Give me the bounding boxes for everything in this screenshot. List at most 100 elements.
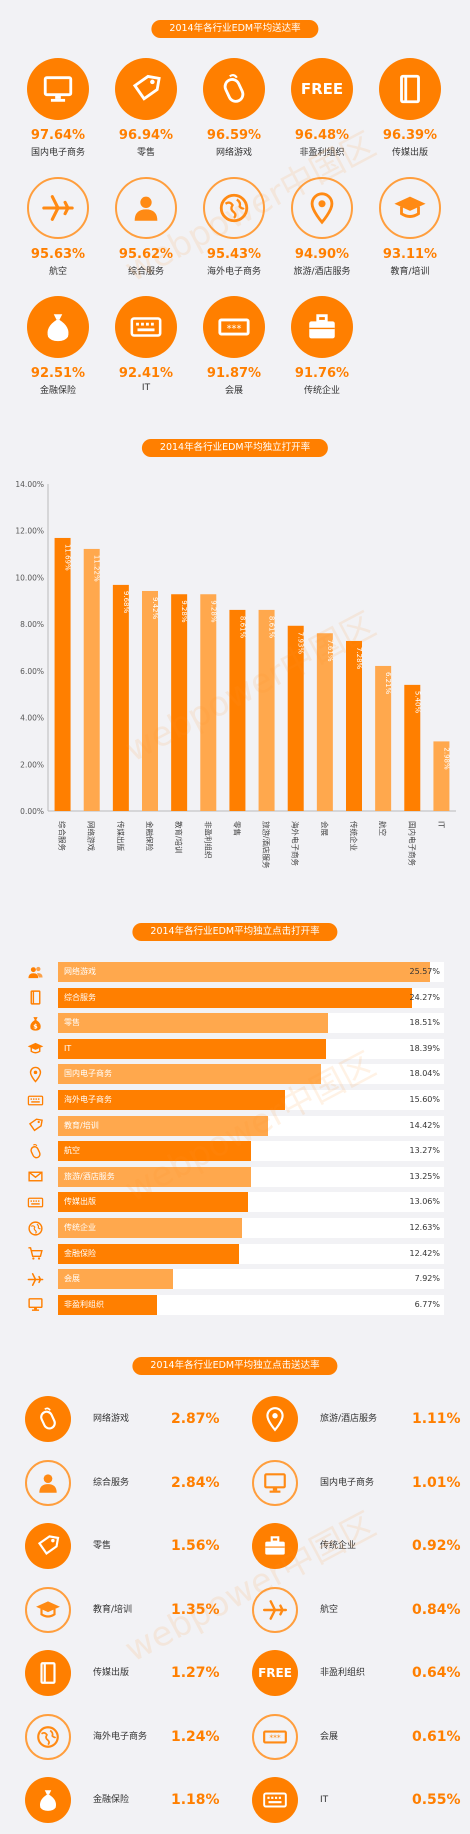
click-delivery-rate-value: 0.64% (412, 1665, 461, 1681)
bar-value-label: 7.92% (414, 1274, 440, 1284)
svg-text:$: $ (45, 1800, 52, 1811)
svg-text:$: $ (54, 326, 63, 341)
open-rate-bar (83, 548, 100, 811)
airplane-icon (252, 1586, 298, 1633)
delivery-rate-label: 非盈利组织 (299, 148, 345, 158)
bar-value-label: 12.42% (409, 1248, 440, 1258)
delivery-rate-label: 网络游戏 (215, 148, 252, 158)
x-tick-label: 综合服务 (58, 821, 68, 851)
bar-value-label: 9.28% (209, 600, 217, 623)
person-icon (25, 1459, 71, 1506)
click-delivery-rate-label: 零售 (93, 1541, 112, 1551)
click-open-rate-bar (58, 962, 430, 982)
bar-value-label: 14.42% (409, 1120, 440, 1130)
click-delivery-rate-value: 0.55% (412, 1792, 461, 1808)
free-icon: FREE (252, 1650, 298, 1696)
click-delivery-rate-item: 海外电子商务 1.24% (25, 1713, 235, 1762)
x-tick-label: 会展 (320, 821, 330, 836)
y-tick-label: 2.00% (20, 760, 44, 769)
delivery-rate-label: 金融保险 (39, 386, 76, 396)
money-bag-icon: $ (27, 296, 89, 358)
open-rate-bar (433, 741, 450, 811)
cart-icon (26, 1245, 44, 1263)
bar-category-label: 综合服务 (64, 992, 96, 1002)
click-open-rate-bar (58, 1064, 321, 1085)
bar-category-label: 航空 (64, 1146, 80, 1156)
tag-icon (26, 1117, 44, 1135)
click-open-rate-row: 会展 7.92% (26, 1269, 446, 1290)
delivery-rate-value: 95.62% (118, 247, 174, 262)
click-delivery-rate-value: 1.01% (412, 1474, 461, 1491)
open-rate-bar (404, 684, 421, 811)
click-delivery-rate-label: 综合服务 (93, 1477, 130, 1488)
bar-value-label: 13.27% (409, 1146, 440, 1156)
click-delivery-rate-label: IT (320, 1795, 329, 1805)
bar-value-label: 11.22% (93, 555, 101, 582)
monitor-icon (27, 58, 89, 120)
delivery-rate-value: 96.59% (206, 128, 262, 143)
click-delivery-rate-item: 传媒出版 1.27% (25, 1650, 235, 1698)
bar-category-label: 国内电子商务 (64, 1069, 112, 1079)
delivery-rate-label: 综合服务 (127, 267, 164, 277)
section2-title: 2014年各行业EDM平均独立打开率 (141, 439, 329, 457)
bar-value-label: 11.69% (64, 544, 72, 571)
bar-value-label: 7.28% (355, 647, 363, 670)
delivery-rate-value: 97.64% (30, 128, 86, 143)
bar-value-label: 12.63% (409, 1223, 440, 1232)
delivery-rate-label: 旅游/酒店服务 (293, 267, 351, 277)
click-delivery-rate-item: 综合服务 2.84% (25, 1459, 235, 1508)
delivery-rate-label: 教育/培训 (390, 267, 430, 277)
money-bag-icon: $ (26, 1014, 44, 1032)
click-open-rate-row: IT 18.39% (26, 1038, 446, 1059)
ticket-icon: *** (252, 1713, 298, 1760)
click-open-rate-row: 国内电子商务 18.04% (26, 1064, 446, 1085)
click-open-rate-bar (58, 1090, 285, 1110)
y-tick-label: 12.00% (15, 527, 44, 536)
svg-text:***: *** (227, 323, 242, 334)
bar-value-label: 9.42% (151, 597, 159, 620)
bar-category-label: 海外电子商务 (64, 1095, 112, 1104)
click-open-rate-bar (58, 1218, 242, 1238)
tag-icon (25, 1523, 71, 1569)
x-tick-label: IT (436, 821, 445, 828)
delivery-rate-item: 96.94% 零售 (102, 58, 190, 158)
click-open-rate-bar (58, 987, 412, 1008)
delivery-rate-item: 97.64% 国内电子商务 (14, 58, 102, 158)
globe-icon (203, 177, 265, 239)
delivery-rate-label: 会展 (224, 386, 243, 396)
click-delivery-rate-value: 1.24% (171, 1728, 220, 1745)
click-open-rate-bar (58, 1166, 251, 1187)
click-delivery-rate-label: 传媒出版 (93, 1668, 130, 1678)
click-delivery-rate-value: 0.92% (412, 1538, 461, 1554)
y-tick-label: 0.00% (20, 807, 44, 816)
delivery-rate-value: 95.43% (206, 247, 262, 262)
x-tick-label: 航空 (378, 821, 388, 836)
click-delivery-rate-item: FREE 非盈利组织 0.64% (252, 1650, 462, 1698)
location-pin-icon (252, 1396, 298, 1442)
location-pin-icon (26, 1065, 44, 1083)
open-rate-bar (112, 584, 129, 811)
click-open-rate-bar (58, 1192, 248, 1213)
bar-value-label: 15.60% (409, 1095, 440, 1104)
click-open-rate-bar (58, 1243, 239, 1264)
monitor-icon (252, 1459, 298, 1506)
globe-icon (26, 1219, 44, 1237)
delivery-rate-value: 95.63% (30, 247, 86, 262)
book-icon (25, 1650, 71, 1696)
graduation-cap-icon (26, 1040, 44, 1058)
x-tick-label: 传统企业 (349, 821, 359, 851)
click-open-rate-row: 海外电子商务 15.60% (26, 1090, 446, 1110)
bar-value-label: 18.39% (409, 1043, 440, 1053)
mouse-icon (26, 1142, 44, 1160)
book-icon (379, 58, 441, 120)
click-delivery-rate-label: 国内电子商务 (320, 1477, 375, 1488)
delivery-rate-value: 96.39% (382, 128, 438, 143)
keyboard-icon (115, 296, 177, 358)
click-open-rate-bar (58, 1013, 328, 1034)
click-delivery-rate-item: *** 会展 0.61% (252, 1713, 462, 1762)
click-delivery-rate-label: 海外电子商务 (93, 1731, 148, 1742)
x-tick-label: 零售 (232, 821, 242, 836)
open-rate-bar (54, 537, 71, 811)
click-open-rate-bar (58, 1294, 157, 1315)
x-tick-label: 海外电子商务 (291, 821, 301, 866)
